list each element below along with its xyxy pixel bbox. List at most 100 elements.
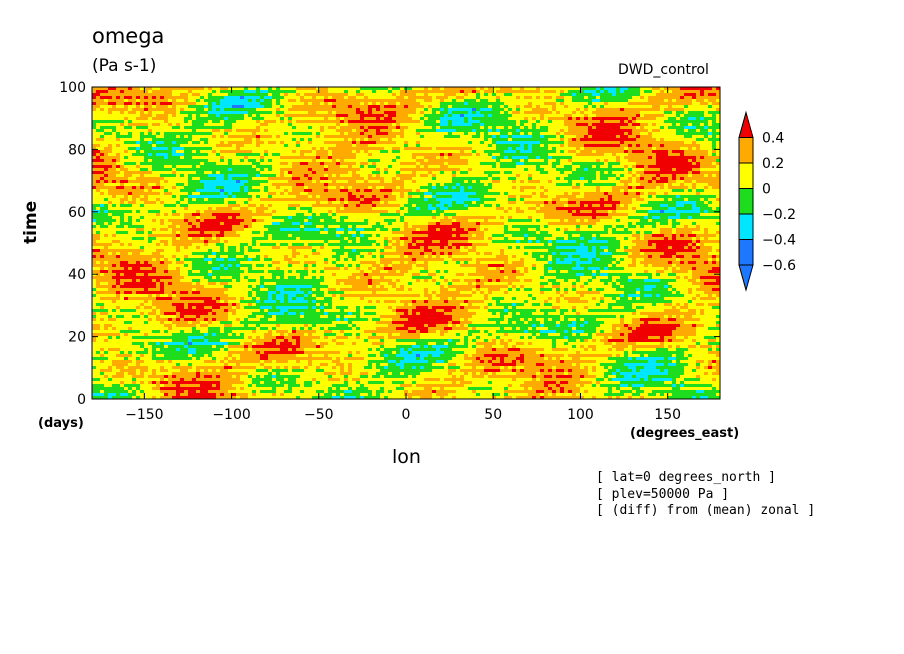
heatmap-cell bbox=[104, 96, 108, 99]
heatmap-cell bbox=[136, 129, 140, 132]
heatmap-cell bbox=[508, 93, 512, 96]
heatmap-cell bbox=[348, 153, 352, 156]
heatmap-cell bbox=[120, 120, 124, 123]
heatmap-cell bbox=[244, 123, 248, 126]
heatmap-cell bbox=[484, 159, 488, 162]
heatmap-cell bbox=[492, 171, 496, 174]
heatmap-cell bbox=[492, 96, 496, 99]
heatmap-cell bbox=[448, 93, 452, 96]
heatmap-cell bbox=[616, 108, 620, 111]
heatmap-cell bbox=[648, 111, 652, 114]
heatmap-cell bbox=[448, 126, 452, 129]
heatmap-cell bbox=[252, 153, 256, 156]
heatmap-cell bbox=[464, 159, 468, 162]
heatmap-cell bbox=[348, 105, 352, 108]
heatmap-cell bbox=[92, 150, 96, 153]
heatmap-cell bbox=[468, 150, 472, 153]
heatmap-cell bbox=[444, 180, 448, 183]
heatmap-cell bbox=[296, 117, 300, 120]
heatmap-cell bbox=[596, 138, 600, 141]
heatmap-cell bbox=[380, 180, 384, 183]
heatmap-cell bbox=[632, 93, 636, 96]
heatmap-cell bbox=[532, 120, 536, 123]
heatmap-cell bbox=[564, 156, 568, 159]
heatmap-cell bbox=[440, 117, 444, 120]
heatmap-cell bbox=[544, 147, 548, 150]
heatmap-cell bbox=[436, 126, 440, 129]
heatmap-cell bbox=[328, 174, 332, 177]
heatmap-cell bbox=[508, 168, 512, 171]
heatmap-cell bbox=[192, 147, 196, 150]
heatmap-cell bbox=[260, 177, 264, 180]
heatmap-cell bbox=[564, 102, 568, 105]
heatmap-cell bbox=[692, 90, 696, 93]
heatmap-cell bbox=[192, 168, 196, 171]
heatmap-cell bbox=[168, 129, 172, 132]
heatmap-cell bbox=[316, 93, 320, 96]
heatmap-cell bbox=[444, 132, 448, 135]
heatmap-cell bbox=[288, 156, 292, 159]
heatmap-cell bbox=[344, 93, 348, 96]
heatmap-cell bbox=[284, 138, 288, 141]
heatmap-cell bbox=[652, 117, 656, 120]
heatmap-cell bbox=[100, 96, 104, 99]
heatmap-cell bbox=[220, 135, 224, 138]
heatmap-cell bbox=[384, 156, 388, 159]
heatmap-cell bbox=[252, 180, 256, 183]
heatmap-cell bbox=[400, 102, 404, 105]
heatmap-cell bbox=[468, 177, 472, 180]
heatmap-cell bbox=[456, 102, 460, 105]
heatmap-cell bbox=[348, 168, 352, 171]
heatmap-cell bbox=[544, 132, 548, 135]
heatmap-cell bbox=[488, 102, 492, 105]
heatmap-cell bbox=[232, 102, 236, 105]
heatmap-cell bbox=[292, 87, 296, 90]
heatmap-cell bbox=[416, 153, 420, 156]
heatmap-cell bbox=[696, 126, 700, 129]
heatmap-cell bbox=[552, 165, 556, 168]
heatmap-cell bbox=[208, 105, 212, 108]
heatmap-cell bbox=[552, 159, 556, 162]
heatmap-cell bbox=[604, 105, 608, 108]
heatmap-cell bbox=[228, 96, 232, 99]
heatmap-cell bbox=[104, 129, 108, 132]
heatmap-cell bbox=[484, 102, 488, 105]
heatmap-cell bbox=[256, 99, 260, 102]
heatmap-cell bbox=[592, 114, 596, 117]
heatmap-cell bbox=[648, 126, 652, 129]
heatmap-cell bbox=[268, 102, 272, 105]
heatmap-cell bbox=[168, 105, 172, 108]
heatmap-cell bbox=[376, 147, 380, 150]
heatmap-cell bbox=[368, 138, 372, 141]
heatmap-cell bbox=[484, 135, 488, 138]
heatmap-cell bbox=[668, 165, 672, 168]
heatmap-cell bbox=[104, 141, 108, 144]
heatmap-cell bbox=[120, 147, 124, 150]
heatmap-cell bbox=[648, 96, 652, 99]
heatmap-cell bbox=[648, 108, 652, 111]
heatmap-cell bbox=[324, 108, 328, 111]
heatmap-cell bbox=[432, 150, 436, 153]
heatmap-cell bbox=[604, 126, 608, 129]
heatmap-cell bbox=[288, 102, 292, 105]
heatmap-cell bbox=[160, 108, 164, 111]
heatmap-cell bbox=[548, 132, 552, 135]
heatmap-cell bbox=[460, 111, 464, 114]
heatmap-cell bbox=[516, 165, 520, 168]
heatmap-cell bbox=[384, 87, 388, 90]
heatmap-cell bbox=[588, 93, 592, 96]
heatmap-cell bbox=[552, 150, 556, 153]
heatmap-cell bbox=[404, 144, 408, 147]
heatmap-cell bbox=[512, 123, 516, 126]
heatmap-cell bbox=[416, 162, 420, 165]
heatmap-cell bbox=[460, 96, 464, 99]
heatmap-cell bbox=[388, 156, 392, 159]
heatmap-cell bbox=[628, 153, 632, 156]
heatmap-cell bbox=[256, 132, 260, 135]
heatmap-cell bbox=[308, 129, 312, 132]
heatmap-cell bbox=[448, 117, 452, 120]
heatmap-cell bbox=[288, 138, 292, 141]
heatmap-cell bbox=[92, 111, 96, 114]
heatmap-cell bbox=[216, 105, 220, 108]
heatmap-cell bbox=[268, 174, 272, 177]
